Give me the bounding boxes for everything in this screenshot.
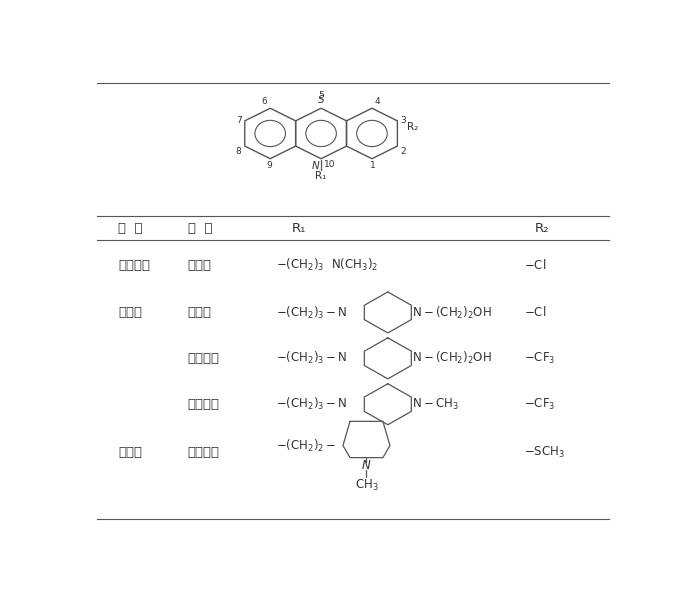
Text: 2: 2 <box>400 147 407 156</box>
Text: ${\rm N}-{\rm CH}_3$: ${\rm N}-{\rm CH}_3$ <box>413 397 460 412</box>
Text: $-({\rm CH}_2)_3-{\rm N}$: $-({\rm CH}_2)_3-{\rm N}$ <box>276 350 347 367</box>
Text: $-({\rm CH}_2)_3\ \ {\rm N}({\rm CH}_3)_2$: $-({\rm CH}_2)_3\ \ {\rm N}({\rm CH}_3)_… <box>276 257 378 273</box>
Text: $-{\rm CF}_3$: $-{\rm CF}_3$ <box>524 397 555 412</box>
Text: 哌啶类: 哌啶类 <box>119 446 142 459</box>
Text: 哌嗪类: 哌嗪类 <box>119 306 142 319</box>
Text: 药  物: 药 物 <box>187 222 212 234</box>
Text: CH$_3$: CH$_3$ <box>355 478 378 493</box>
Text: $-{\rm Cl}$: $-{\rm Cl}$ <box>524 258 546 272</box>
Text: 二甲胺类: 二甲胺类 <box>119 259 150 272</box>
Text: $-({\rm CH}_2)_3-{\rm N}$: $-({\rm CH}_2)_3-{\rm N}$ <box>276 396 347 412</box>
Text: 6: 6 <box>262 97 267 107</box>
Text: 5: 5 <box>318 91 324 100</box>
Text: 氯丙嗪: 氯丙嗪 <box>187 259 212 272</box>
Text: 10: 10 <box>324 160 336 169</box>
Text: R₂: R₂ <box>407 122 418 132</box>
Text: 3: 3 <box>400 116 407 125</box>
Text: R₁: R₁ <box>316 171 327 181</box>
Text: 1: 1 <box>370 162 376 170</box>
Text: 8: 8 <box>236 147 242 156</box>
Text: N: N <box>362 460 371 473</box>
Text: ${\rm N}-({\rm CH}_2)_2{\rm OH}$: ${\rm N}-({\rm CH}_2)_2{\rm OH}$ <box>413 305 492 321</box>
Text: S: S <box>318 95 325 105</box>
Text: $-{\rm CF}_3$: $-{\rm CF}_3$ <box>524 351 555 366</box>
Text: 硫利达嗪: 硫利达嗪 <box>187 446 220 459</box>
Text: 类  别: 类 别 <box>119 222 143 234</box>
Text: N: N <box>311 160 320 170</box>
Text: 氟奋乃静: 氟奋乃静 <box>187 352 220 365</box>
Text: 奋乃静: 奋乃静 <box>187 306 212 319</box>
Text: 4: 4 <box>375 97 380 107</box>
Text: 9: 9 <box>266 162 272 170</box>
Text: 7: 7 <box>236 116 242 125</box>
Text: ${\rm N}-({\rm CH}_2)_2{\rm OH}$: ${\rm N}-({\rm CH}_2)_2{\rm OH}$ <box>413 350 492 367</box>
Text: R₁: R₁ <box>291 222 306 234</box>
Text: $-{\rm SCH}_3$: $-{\rm SCH}_3$ <box>524 445 565 460</box>
Text: $-{\rm Cl}$: $-{\rm Cl}$ <box>524 306 546 319</box>
Text: R₂: R₂ <box>535 222 549 234</box>
Text: $-({\rm CH}_2)_2-$: $-({\rm CH}_2)_2-$ <box>276 437 336 454</box>
Text: $-({\rm CH}_2)_3-{\rm N}$: $-({\rm CH}_2)_3-{\rm N}$ <box>276 305 347 321</box>
Text: 三氟拉嗪: 三氟拉嗪 <box>187 398 220 411</box>
